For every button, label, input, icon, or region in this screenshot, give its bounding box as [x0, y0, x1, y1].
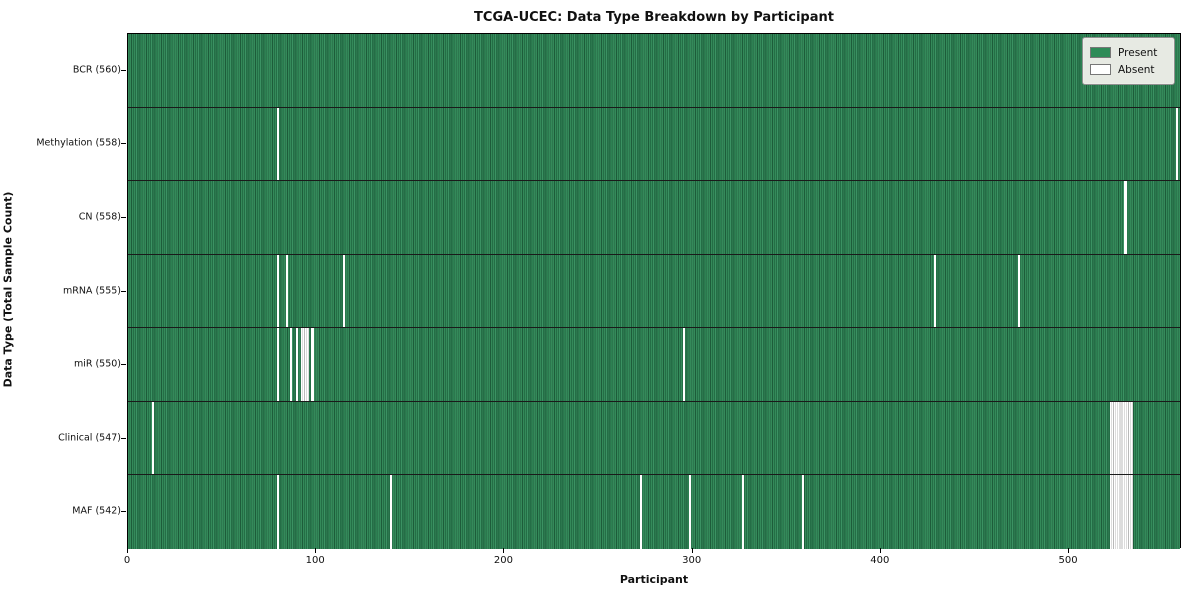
absent-stripe — [276, 254, 279, 328]
heatmap-row-Methylation — [128, 107, 1180, 182]
x-tick-label-100: 100 — [305, 555, 325, 566]
x-axis-label: Participant — [619, 573, 689, 586]
absent-stripe — [639, 475, 642, 549]
absent-stripe — [295, 328, 298, 401]
heatmap-row-Clinical — [128, 401, 1180, 476]
y-tick-mark — [121, 216, 126, 218]
chart-title: TCGA-UCEC: Data Type Breakdown by Partic… — [474, 10, 834, 25]
absent-stripe — [276, 328, 279, 401]
x-tick-mark — [503, 548, 505, 553]
y-tick-label-miR: miR (550) — [73, 358, 121, 370]
absent-stripe — [276, 107, 279, 181]
x-tick-label-200: 200 — [493, 555, 513, 566]
y-tick-label-MAF: MAF (542) — [72, 505, 121, 517]
absent-stripe — [1110, 401, 1134, 475]
heatmap-row-MAF — [128, 475, 1180, 549]
absent-stripe — [688, 475, 691, 549]
absent-stripe — [683, 328, 686, 401]
heatmap-row-CN — [128, 181, 1180, 255]
x-tick-mark — [127, 548, 128, 553]
y-tick-mark — [121, 290, 126, 292]
legend-label: Absent — [1118, 63, 1155, 76]
y-tick-label-mRNA: mRNA (555) — [62, 285, 121, 296]
absent-stripe — [310, 328, 315, 401]
y-tick-mark — [121, 364, 126, 366]
x-tick-mark — [1068, 548, 1070, 553]
absent-stripe — [389, 475, 392, 549]
absent-stripe — [152, 401, 155, 475]
x-tick-mark — [879, 548, 881, 553]
legend-item-present: Present — [1090, 45, 1166, 60]
plot-area — [127, 33, 1181, 549]
x-tick-label-500: 500 — [1058, 555, 1078, 566]
absent-stripe — [801, 475, 804, 549]
x-tick-label-400: 400 — [870, 555, 890, 566]
absent-stripe — [1176, 107, 1179, 181]
y-tick-label-CN: CN (558) — [78, 211, 121, 223]
x-tick-label-300: 300 — [682, 555, 702, 566]
absent-stripe — [1018, 254, 1021, 328]
absent-stripe — [276, 475, 279, 549]
absent-stripe — [1123, 181, 1128, 254]
y-tick-label-Methylation: Methylation (558) — [36, 137, 121, 149]
y-tick-mark — [121, 437, 126, 439]
x-tick-mark — [315, 548, 317, 553]
y-tick-label-BCR: BCR (560) — [72, 64, 121, 76]
legend-item-absent: Absent — [1090, 62, 1166, 77]
absent-stripe — [342, 254, 345, 328]
legend-swatch-icon — [1090, 64, 1111, 75]
x-tick-label-0: 0 — [123, 555, 131, 566]
y-tick-mark — [121, 511, 126, 513]
legend-label: Present — [1118, 46, 1158, 59]
y-tick-label-Clinical: Clinical (547) — [58, 432, 121, 444]
absent-stripe — [286, 254, 289, 328]
absent-stripe — [301, 328, 309, 401]
absent-stripe — [933, 254, 936, 328]
legend: Present Absent — [1082, 37, 1175, 85]
heatmap-row-mRNA — [128, 254, 1180, 329]
heatmap-row-miR — [128, 328, 1180, 402]
absent-stripe — [289, 328, 292, 401]
x-tick-mark — [691, 548, 693, 553]
y-tick-mark — [121, 69, 126, 71]
heatmap-row-BCR — [128, 34, 1180, 108]
y-tick-mark — [121, 143, 126, 145]
legend-swatch-icon — [1090, 47, 1111, 58]
absent-stripe — [1110, 475, 1134, 549]
absent-stripe — [741, 475, 744, 549]
